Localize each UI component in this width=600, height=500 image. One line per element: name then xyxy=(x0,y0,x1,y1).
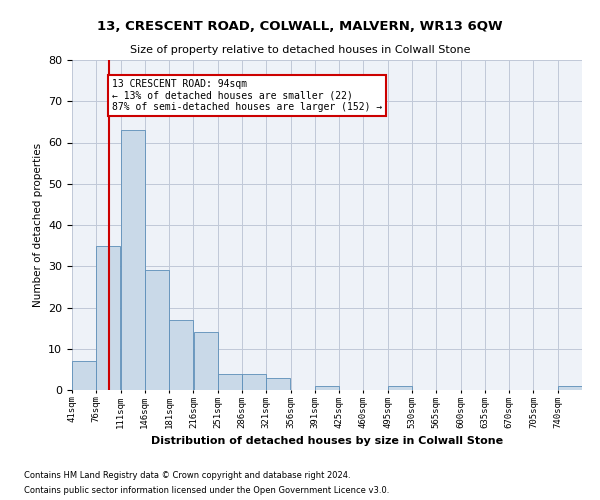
Bar xyxy=(97,246,121,390)
X-axis label: Distribution of detached houses by size in Colwall Stone: Distribution of detached houses by size … xyxy=(151,436,503,446)
Bar xyxy=(72,361,96,390)
Text: 13 CRESCENT ROAD: 94sqm
← 13% of detached houses are smaller (22)
87% of semi-de: 13 CRESCENT ROAD: 94sqm ← 13% of detache… xyxy=(112,78,382,112)
Text: Size of property relative to detached houses in Colwall Stone: Size of property relative to detached ho… xyxy=(130,45,470,55)
Text: 13, CRESCENT ROAD, COLWALL, MALVERN, WR13 6QW: 13, CRESCENT ROAD, COLWALL, MALVERN, WR1… xyxy=(97,20,503,33)
Bar xyxy=(242,374,266,390)
Bar xyxy=(194,332,218,390)
Bar xyxy=(121,130,145,390)
Text: Contains HM Land Registry data © Crown copyright and database right 2024.: Contains HM Land Registry data © Crown c… xyxy=(24,471,350,480)
Bar xyxy=(145,270,169,390)
Y-axis label: Number of detached properties: Number of detached properties xyxy=(32,143,43,307)
Bar xyxy=(266,378,290,390)
Bar xyxy=(218,374,242,390)
Bar xyxy=(558,386,582,390)
Bar xyxy=(388,386,412,390)
Bar xyxy=(169,320,193,390)
Bar xyxy=(315,386,339,390)
Text: Contains public sector information licensed under the Open Government Licence v3: Contains public sector information licen… xyxy=(24,486,389,495)
